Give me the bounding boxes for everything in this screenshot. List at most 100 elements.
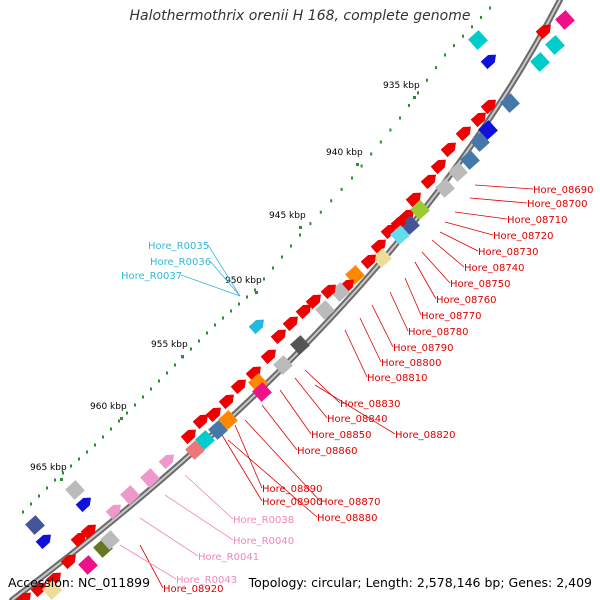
tick-dot: [444, 53, 446, 57]
leader-line: [227, 439, 318, 518]
gene-label-red: Hore_08890: [262, 484, 323, 495]
gene-feature-box: [195, 430, 215, 450]
tick-dot: [399, 116, 401, 120]
gene-label-red: Hore_08800: [381, 358, 442, 369]
tick-dot: [22, 510, 24, 514]
tick-dot: [238, 302, 240, 306]
leader-line: [454, 211, 508, 220]
tick-dot: [110, 427, 112, 431]
tick-dot: [126, 411, 128, 415]
gene-feature-box: [65, 480, 85, 500]
scale-tick-mark: [299, 226, 302, 229]
gene-feature-box: [100, 530, 120, 550]
tick-dot: [370, 152, 373, 156]
leader-line: [209, 260, 241, 297]
scale-tick-mark: [181, 355, 184, 358]
tick-dot: [309, 222, 312, 226]
leader-line: [439, 231, 479, 252]
gene-feature-arrow: [180, 429, 196, 445]
leader-line: [164, 494, 234, 541]
gene-feature-arrow: [248, 319, 264, 335]
scale-tick-label: 935 kbp: [383, 81, 420, 91]
gene-feature-arrow: [30, 582, 46, 598]
leader-line: [279, 389, 312, 435]
gene-label-red: Hore_08900: [262, 497, 323, 508]
gene-feature-arrow: [535, 24, 551, 40]
gene-label-red: Hore_08810: [367, 373, 428, 384]
leader-line: [294, 377, 328, 419]
tick-dot: [150, 387, 152, 391]
tick-dot: [489, 6, 491, 10]
gene-feature-arrow: [320, 284, 336, 300]
gene-feature-box: [185, 440, 205, 460]
leader-line: [414, 261, 437, 300]
tick-dot: [281, 255, 283, 259]
scale-tick-label: 940 kbp: [326, 148, 363, 158]
tick-dot: [46, 486, 48, 490]
gene-feature-box: [435, 178, 455, 198]
tick-dot: [198, 339, 200, 343]
gene-feature-box: [530, 52, 550, 72]
map-title: Halothermothrix orenii H 168, complete g…: [129, 8, 471, 24]
gene-label-red: Hore_08920: [163, 584, 224, 595]
tick-dot: [330, 199, 333, 203]
leader-line: [184, 474, 234, 520]
gene-feature-arrow: [370, 239, 386, 255]
gene-label-red: Hore_08880: [317, 513, 378, 524]
gene-feature-box: [290, 335, 310, 355]
gene-feature-arrow: [480, 54, 496, 70]
gene-feature-arrow: [480, 99, 496, 115]
leader-line: [344, 329, 368, 378]
gene-feature-arrow: [205, 407, 221, 423]
leader-line: [469, 197, 528, 204]
gene-label-red: Hore_08720: [493, 231, 554, 242]
tick-dot: [319, 210, 322, 214]
gene-feature-arrow: [158, 454, 174, 470]
tick-dot: [480, 15, 482, 19]
accession-text: Accession: NC_011899: [8, 575, 151, 590]
scale-tick-label: 965 kbp: [30, 463, 67, 473]
gene-feature-arrow: [105, 504, 121, 520]
tick-dot: [158, 379, 160, 383]
scale-tick-mark: [60, 478, 63, 481]
gene-label-red: Hore_08830: [340, 399, 401, 410]
gene-feature-box: [140, 468, 160, 488]
gene-label-red: Hore_08790: [393, 343, 454, 354]
tick-dot: [379, 140, 382, 144]
leader-line: [221, 434, 263, 502]
gene-feature-arrow: [470, 112, 486, 128]
gene-label-red: Hore_08700: [527, 199, 588, 210]
tick-dot: [214, 323, 216, 327]
tick-dot: [272, 266, 274, 270]
scale-tick-label: 955 kbp: [151, 340, 188, 350]
tick-dot: [118, 419, 120, 423]
gene-feature-arrow: [455, 126, 471, 142]
gene-label-pink: Hore_R0038: [233, 515, 294, 526]
genome-summary-text: Topology: circular; Length: 2,578,146 bp…: [248, 575, 592, 590]
gene-label-cyan: Hore_R0035: [148, 241, 209, 252]
gene-label-red: Hore_08850: [311, 430, 372, 441]
leader-line: [444, 221, 494, 236]
leader-line: [119, 544, 177, 580]
tick-dot: [230, 309, 232, 313]
gene-feature-box: [410, 200, 430, 220]
tick-dot: [38, 494, 40, 498]
gene-label-red: Hore_08860: [297, 446, 358, 457]
leader-line: [431, 239, 465, 268]
tick-dot: [190, 347, 192, 351]
scale-tick-label: 950 kbp: [225, 276, 262, 286]
tick-dot: [340, 187, 343, 191]
tick-dot: [435, 66, 437, 70]
leader-line: [139, 544, 164, 589]
gene-feature-arrow: [282, 316, 298, 332]
gene-label-pink: Hore_R0040: [233, 536, 294, 547]
feature-track: [15, 10, 575, 600]
gene-feature-arrow: [75, 497, 91, 513]
gene-feature-box: [555, 10, 575, 30]
tick-dot: [78, 457, 80, 461]
tick-dot: [174, 363, 176, 367]
gene-feature-box: [25, 515, 45, 535]
gene-label-red: Hore_08820: [395, 430, 456, 441]
